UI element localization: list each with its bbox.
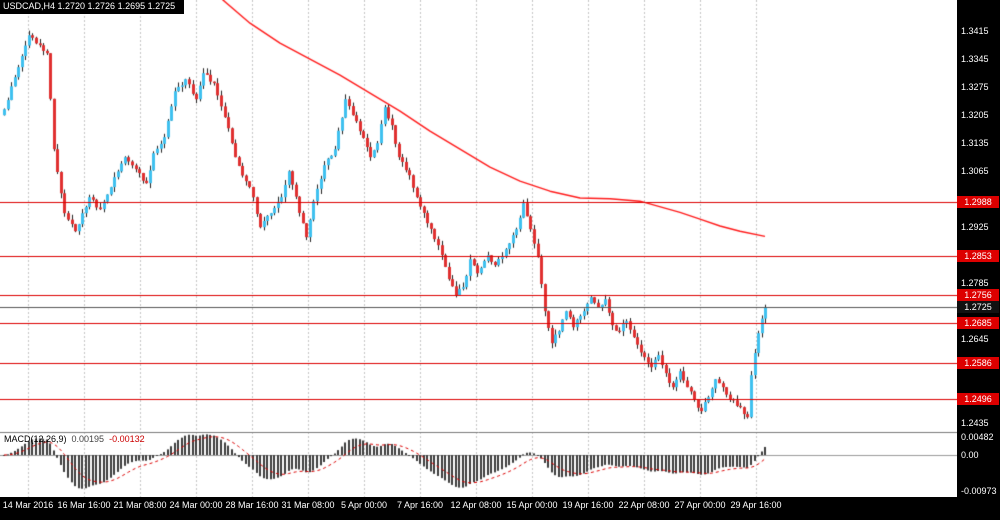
level-price-badge[interactable]: 1.2586: [957, 356, 999, 369]
time-axis-label: 15 Apr 00:00: [506, 500, 558, 510]
price-axis-label: 1.3205: [961, 110, 989, 121]
price-axis-label: 1.2645: [961, 334, 989, 345]
level-price-badge[interactable]: 1.2496: [957, 392, 999, 405]
symbol-ohlc-label: USDCAD,H4 1.2720 1.2726 1.2695 1.2725: [3, 1, 176, 11]
price-axis-label: 1.3345: [961, 54, 989, 65]
macd-axis-label: 0.00482: [961, 432, 994, 442]
macd-main-value: 0.00195: [71, 434, 105, 444]
time-axis-label: 21 Mar 08:00: [113, 500, 167, 510]
time-axis-label: 12 Apr 08:00: [450, 500, 502, 510]
time-axis-label: 31 Mar 08:00: [281, 500, 335, 510]
level-price-badge[interactable]: 1.2685: [957, 317, 999, 330]
level-price-badge[interactable]: 1.2853: [957, 250, 999, 262]
candlestick-chart-canvas[interactable]: [0, 0, 957, 497]
time-axis-label: 19 Apr 16:00: [562, 500, 614, 510]
price-axis-label: 1.2785: [961, 278, 989, 289]
price-axis-label: 1.3275: [961, 82, 989, 93]
time-axis-label: 7 Apr 16:00: [396, 500, 444, 510]
symbol-info-chip: USDCAD,H4 1.2720 1.2726 1.2695 1.2725: [0, 0, 185, 14]
time-axis-label: 27 Apr 00:00: [674, 500, 726, 510]
current-price-badge: 1.2725: [957, 301, 999, 314]
time-axis-label: 29 Apr 16:00: [730, 500, 782, 510]
price-axis-label: 1.3065: [961, 166, 989, 177]
price-axis-label: 1.2925: [961, 222, 989, 233]
time-axis-label: 5 Apr 00:00: [340, 500, 388, 510]
time-axis-label: 14 Mar 2016: [2, 500, 54, 510]
macd-axis-label: 0.00: [961, 450, 979, 460]
macd-signal-value: -0.00132: [109, 434, 145, 444]
time-axis-label: 16 Mar 16:00: [57, 500, 111, 510]
macd-name-label: MACD(12,26,9): [4, 434, 67, 444]
macd-indicator-label: MACD(12,26,9) 0.00195 -0.00132: [4, 434, 145, 444]
price-axis[interactable]: 1.3415 1.3345 1.3275 1.3205 1.3135 1.3065 1.29…: [957, 0, 1000, 497]
price-axis-label: 1.3135: [961, 138, 989, 149]
macd-axis-label: -0.00973: [961, 486, 997, 496]
time-axis[interactable]: 14 Mar 2016 16 Mar 16:00 21 Mar 08:00 24 Ma…: [0, 497, 1000, 520]
level-price-badge[interactable]: 1.2756: [957, 288, 999, 301]
level-price-badge[interactable]: 1.2988: [957, 196, 999, 208]
price-axis-label: 1.2435: [961, 418, 989, 429]
time-axis-label: 22 Apr 08:00: [618, 500, 670, 510]
time-axis-label: 28 Mar 16:00: [225, 500, 279, 510]
price-axis-label: 1.3415: [961, 26, 989, 37]
time-axis-label: 24 Mar 00:00: [169, 500, 223, 510]
